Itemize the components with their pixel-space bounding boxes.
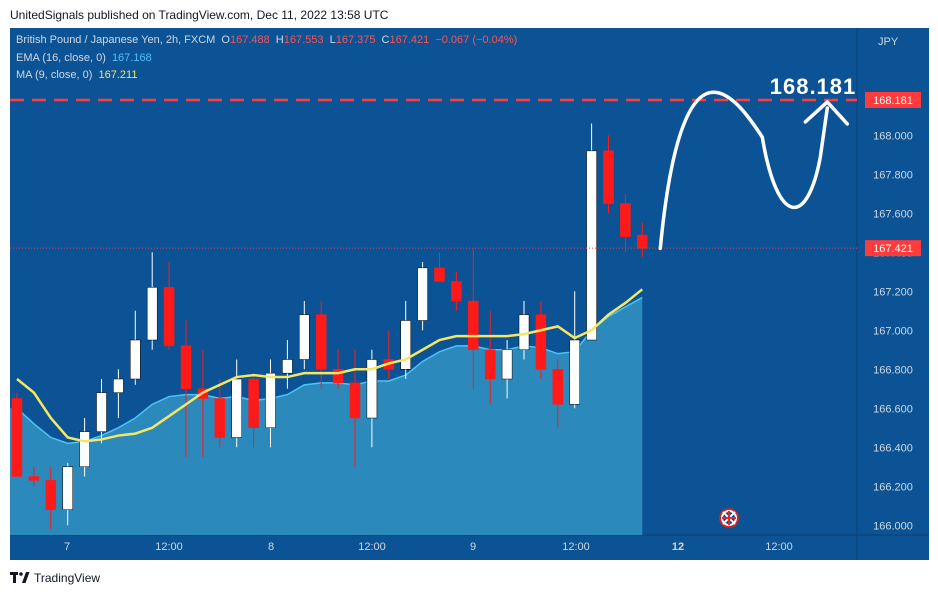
target-annotation-text: 168.181 <box>770 74 857 99</box>
candle-body[interactable] <box>214 398 226 438</box>
legend-h-label: H <box>275 34 284 46</box>
y-tick-label: 167.600 <box>873 208 913 220</box>
legend-ma-value: 167.211 <box>98 69 138 81</box>
legend-symbol: British Pound / Japanese Yen, 2h, FXCM <box>16 34 216 46</box>
legend-o-value: 167.488 <box>229 34 270 46</box>
candle-body[interactable] <box>468 300 479 350</box>
candle-body[interactable] <box>620 203 631 237</box>
legend-ohlc: British Pound / Japanese Yen, 2h, FXCM O… <box>16 34 520 46</box>
y-tick-label: 166.800 <box>873 364 913 376</box>
legend-l-value: 167.375 <box>335 34 376 46</box>
candle-body[interactable] <box>366 359 378 419</box>
last-price-tag: 167.421 <box>873 243 913 255</box>
legend-h-value: 167.553 <box>283 34 324 46</box>
x-tick-label: 9 <box>470 541 476 553</box>
candle-body[interactable] <box>451 281 462 302</box>
candle-body[interactable] <box>11 398 23 477</box>
candle-body[interactable] <box>113 378 124 393</box>
candle-body[interactable] <box>146 287 158 341</box>
x-tick-label: 7 <box>64 541 70 553</box>
candle-body[interactable] <box>62 466 73 510</box>
currency-label: JPY <box>878 36 899 48</box>
legend-ema-label: EMA (16, close, 0) <box>16 52 106 64</box>
tradingview-logo-icon <box>10 572 30 583</box>
y-tick-label: 166.400 <box>873 442 913 454</box>
y-tick-label: 166.600 <box>873 403 913 415</box>
price-scale-background <box>857 28 929 560</box>
projection-path <box>658 90 830 251</box>
candle-body[interactable] <box>400 320 411 370</box>
candle-body[interactable] <box>586 150 597 341</box>
candle-body[interactable] <box>130 339 141 380</box>
time-scale-background <box>10 535 857 560</box>
footer-brand-label: TradingView <box>34 571 101 585</box>
candle-body[interactable] <box>349 382 361 419</box>
x-tick-label: 12 <box>672 541 684 553</box>
ema-area <box>10 297 643 535</box>
legend-ema-value: 167.168 <box>111 52 152 64</box>
legend-ma: MA (9, close, 0) 167.211 <box>16 69 140 81</box>
y-tick-label: 167.000 <box>873 325 913 337</box>
candle-body[interactable] <box>299 314 310 360</box>
y-tick-label: 167.200 <box>873 286 913 298</box>
candle-body[interactable] <box>434 267 445 282</box>
candle-body[interactable] <box>535 314 547 370</box>
candle-body[interactable] <box>552 369 564 405</box>
flag-icon[interactable] <box>719 508 739 528</box>
candle-body[interactable] <box>163 287 175 347</box>
candle-body[interactable] <box>603 150 614 204</box>
candle-body[interactable] <box>45 480 57 510</box>
projection-arrowhead <box>803 100 850 126</box>
x-tick-label: 12:00 <box>562 541 590 553</box>
candle-body[interactable] <box>28 476 40 481</box>
x-tick-label: 8 <box>268 541 274 553</box>
y-tick-label: 167.800 <box>873 169 913 181</box>
legend-l-label: L <box>329 34 336 46</box>
candle-body[interactable] <box>96 392 107 432</box>
x-tick-label: 12:00 <box>358 541 386 553</box>
candle-body[interactable] <box>569 339 580 405</box>
candle-body[interactable] <box>315 314 327 370</box>
x-tick-label: 12:00 <box>765 541 793 553</box>
legend-change: −0.067 (−0.04%) <box>435 34 518 46</box>
candle-body[interactable] <box>231 378 242 438</box>
target-price-tag-bg <box>865 91 921 108</box>
publisher-line: UnitedSignals published on TradingView.c… <box>10 8 389 22</box>
footer-brand[interactable]: TradingView <box>10 570 100 586</box>
candle-body[interactable] <box>332 369 344 384</box>
candle-body[interactable] <box>501 349 513 380</box>
legend-c-value: 167.421 <box>389 34 430 46</box>
legend-o-label: O <box>221 34 230 46</box>
ma-line <box>16 288 644 443</box>
legend-ma-label: MA (9, close, 0) <box>16 69 93 81</box>
y-tick-label: 166.000 <box>873 520 913 532</box>
last-price-tag-bg <box>865 240 921 257</box>
candle-body[interactable] <box>282 359 293 374</box>
legend-ema: EMA (16, close, 0) 167.168 <box>16 52 155 64</box>
y-tick-label: 166.200 <box>873 481 913 493</box>
y-tick-label: 168.000 <box>873 130 913 142</box>
legend-c-label: C <box>381 34 390 46</box>
candle-body[interactable] <box>637 234 648 249</box>
x-tick-label: 12:00 <box>155 541 183 553</box>
candle-body[interactable] <box>417 267 428 321</box>
target-price-tag: 168.181 <box>873 95 913 107</box>
candle-body[interactable] <box>265 372 276 428</box>
candle-body[interactable] <box>79 431 90 467</box>
candle-body[interactable] <box>484 349 496 380</box>
candle-body[interactable] <box>180 345 192 390</box>
candle-body[interactable] <box>248 378 259 428</box>
